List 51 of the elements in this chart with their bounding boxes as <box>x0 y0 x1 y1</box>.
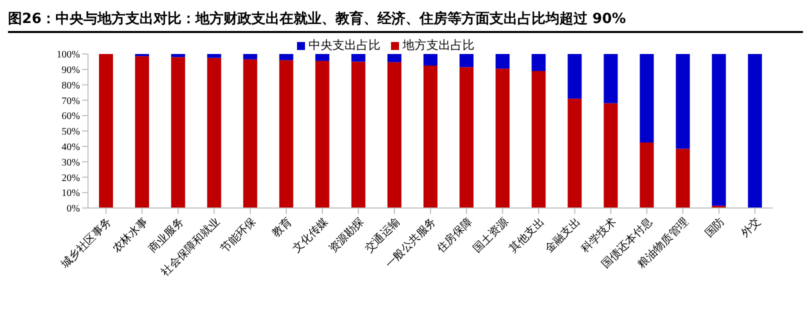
bar <box>243 54 258 60</box>
bar <box>460 67 474 208</box>
bar <box>712 54 726 206</box>
bar <box>676 54 690 149</box>
bar <box>423 54 438 66</box>
y-tick-label: 40% <box>62 142 80 153</box>
bar <box>207 54 222 58</box>
y-tick-label: 50% <box>62 126 80 138</box>
bar <box>315 54 330 61</box>
bar <box>207 58 222 208</box>
x-tick-label: 城乡社区事务 <box>58 214 114 272</box>
bar <box>604 103 618 208</box>
y-tick-label: 70% <box>62 96 80 107</box>
x-tick-label: 外交 <box>738 214 764 240</box>
bar <box>748 54 762 208</box>
x-tick-label: 国防 <box>702 214 728 240</box>
y-tick-label: 60% <box>62 111 80 122</box>
y-tick-label: 90% <box>62 64 80 76</box>
y-tick-label: 20% <box>62 172 80 184</box>
bar <box>460 54 474 68</box>
bar <box>532 54 546 71</box>
bar <box>99 54 113 208</box>
bar <box>351 54 366 62</box>
bar <box>171 54 186 58</box>
bar <box>243 59 258 208</box>
y-tick-label: 80% <box>62 80 80 92</box>
bar <box>640 142 654 208</box>
bar <box>279 54 294 60</box>
legend-label: 中央支出占比 <box>308 38 380 52</box>
legend-label: 地方支出占比 <box>402 38 474 52</box>
bar <box>496 54 510 69</box>
bar <box>351 62 366 208</box>
bar <box>387 62 402 208</box>
bar <box>387 54 402 62</box>
bar <box>568 98 582 208</box>
bar <box>423 66 438 208</box>
bar <box>532 70 546 208</box>
bar <box>135 56 150 208</box>
y-tick-label: 10% <box>62 188 80 200</box>
bar <box>315 60 330 208</box>
y-tick-label: 100% <box>56 50 80 61</box>
bar <box>640 54 654 143</box>
bar <box>604 54 618 104</box>
y-tick-label: 0% <box>66 204 80 215</box>
bar <box>171 57 186 208</box>
bar <box>279 60 294 208</box>
chart-title: 图26：中央与地方支出对比：地方财政支出在就业、教育、经济、住房等方面支出占比均超过 90% <box>8 8 803 33</box>
bar <box>496 68 510 208</box>
y-tick-label: 30% <box>62 157 80 168</box>
bar <box>568 54 582 99</box>
bar <box>676 148 690 208</box>
